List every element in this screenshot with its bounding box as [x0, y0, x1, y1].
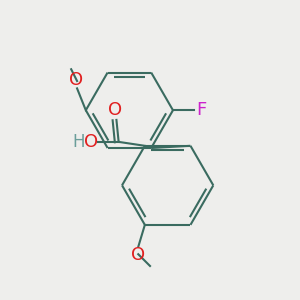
- Text: F: F: [196, 101, 206, 119]
- Text: O: O: [68, 71, 83, 89]
- Text: O: O: [108, 101, 122, 119]
- Text: O: O: [84, 133, 98, 151]
- Text: O: O: [131, 246, 145, 264]
- Text: H: H: [73, 133, 85, 151]
